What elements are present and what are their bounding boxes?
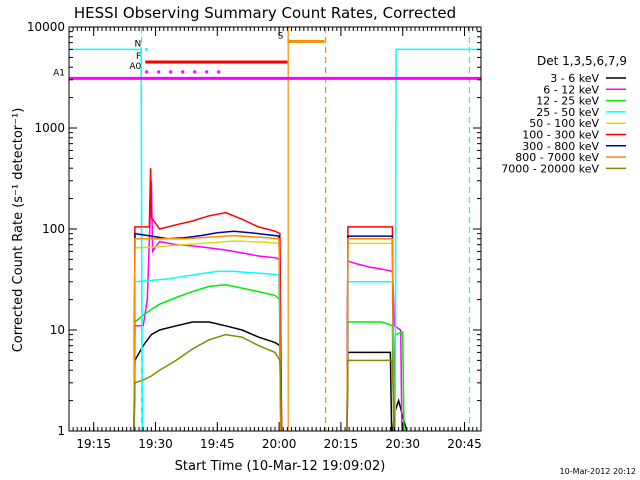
series-line-0-0 (133, 321, 283, 432)
legend-title: Det 1,3,5,6,7,9 (537, 54, 627, 68)
y-axis-label: Corrected Count Rate (s⁻¹ detector⁻¹) (11, 108, 26, 353)
legend-label-6: 300 - 800 keV (522, 140, 599, 153)
x-tick-label-6: 20:45 (447, 437, 482, 451)
axes: 1 10 100 1000 10000 19:15 19:30 19:45 20:00 20:15… (27, 20, 482, 451)
series-line-4-0 (133, 240, 282, 432)
legend-label-3: 25 - 50 keV (536, 106, 599, 119)
flag-label-4: N (134, 39, 141, 49)
series-line-7-1 (346, 238, 395, 432)
y-tick-label-4: 10000 (27, 20, 65, 34)
series-line-7-0 (133, 234, 282, 432)
series-line-8-1 (346, 359, 395, 432)
x-tick-label-4: 20:15 (324, 437, 359, 451)
flag-label-2: A0 (129, 62, 141, 72)
plot-area: F S A0 A1 N (53, 27, 481, 432)
x-tick-label-3: 20:00 (262, 437, 297, 451)
legend-label-0: 3 - 6 keV (550, 72, 599, 85)
series-8 (133, 333, 395, 432)
footer-timestamp: 10-Mar-2012 20:12 (560, 467, 637, 476)
series-line-2-0 (133, 284, 283, 432)
x-tick-label-0: 19:15 (76, 437, 111, 451)
y-tick-label-0: 1 (57, 424, 65, 438)
legend-label-2: 12 - 25 keV (536, 95, 599, 108)
series-line-1-1 (346, 260, 403, 432)
legend-label-1: 6 - 12 keV (543, 83, 599, 96)
x-tick-label-2: 19:45 (200, 437, 235, 451)
legend-label-5: 100 - 300 keV (522, 129, 599, 142)
y-tick-label-3: 1000 (34, 121, 65, 135)
chart-title: HESSI Observing Summary Count Rates, Cor… (74, 4, 456, 22)
series-line-8-0 (133, 333, 283, 432)
flag-label-1: S (278, 31, 284, 41)
x-tick-label-5: 20:30 (385, 437, 420, 451)
series-line-5-0 (133, 168, 283, 432)
flag-label-0: F (136, 52, 141, 62)
flag-label-3: A1 (53, 68, 65, 78)
y-tick-label-1: 10 (50, 323, 65, 337)
x-axis-label: Start Time (10-Mar-12 19:09:02) (175, 459, 386, 474)
series-line-3-1 (133, 270, 282, 432)
legend-label-4: 50 - 100 keV (529, 117, 599, 130)
y-tick-label-2: 100 (42, 222, 65, 236)
x-tick-label-1: 19:30 (138, 437, 173, 451)
series-7 (133, 234, 395, 432)
legend-label-7: 800 - 7000 keV (515, 151, 599, 164)
series-line-3-3 (394, 48, 481, 432)
series-line-6-0 (133, 230, 282, 432)
legend-label-8: 7000 - 20000 keV (501, 162, 599, 175)
